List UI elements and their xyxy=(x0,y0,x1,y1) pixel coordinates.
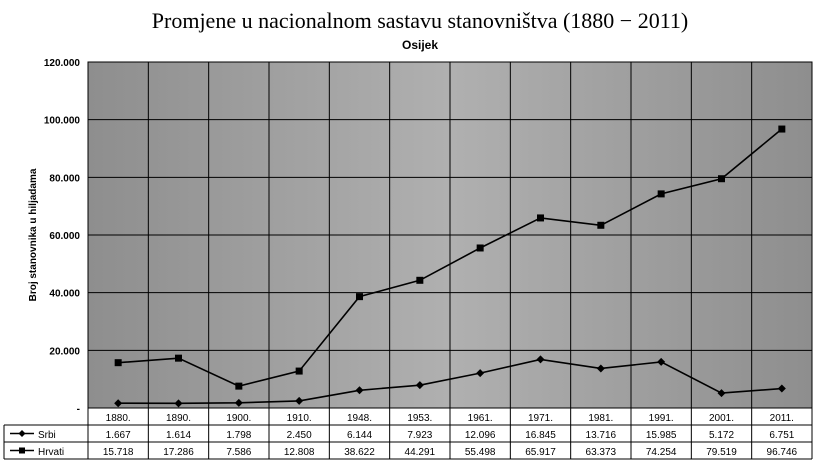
data-label: 15.718 xyxy=(103,447,134,458)
x-tick-label: 2001. xyxy=(709,413,734,424)
data-point xyxy=(778,125,786,133)
data-point xyxy=(295,367,303,375)
data-point xyxy=(536,355,545,364)
data-point xyxy=(718,175,725,183)
data-label: 13.716 xyxy=(586,430,617,441)
x-tick-label: 1961. xyxy=(468,413,493,424)
data-label: 7.923 xyxy=(407,430,432,441)
y-tick-label: 40.000 xyxy=(49,289,80,300)
series xyxy=(114,125,786,408)
data-point xyxy=(235,382,243,390)
grid xyxy=(88,62,812,408)
data-label: 1.798 xyxy=(226,430,251,441)
y-axis-label: Broj stanovnika u hiljadama xyxy=(28,168,39,301)
legend-label-srbi: Srbi xyxy=(38,430,56,441)
data-label: 7.586 xyxy=(226,447,251,458)
x-tick-label: 1910. xyxy=(287,413,312,424)
data-point xyxy=(476,369,485,378)
data-label: 74.254 xyxy=(646,447,677,458)
data-point xyxy=(657,357,666,366)
data-label: 96.746 xyxy=(767,447,798,458)
data-label: 79.519 xyxy=(706,447,737,458)
x-tick-label: 1890. xyxy=(166,413,191,424)
x-tick-label: 1880. xyxy=(106,413,131,424)
data-table: 1880. 1890. 1900. 1910. 1948. 1953. 1961. 1971.… xyxy=(3,407,813,460)
y-tick-label: 80.000 xyxy=(49,173,80,184)
data-point xyxy=(717,389,726,398)
x-tick-label: 1991. xyxy=(649,413,674,424)
x-tick-label: 1953. xyxy=(407,413,432,424)
data-label: 12.808 xyxy=(284,447,315,458)
x-tick-label: 1900. xyxy=(226,413,251,424)
chart-title: Promjene u nacionalnom sastavu stanovniš… xyxy=(152,8,688,33)
data-label: 38.622 xyxy=(344,447,375,458)
data-point xyxy=(114,399,123,408)
data-point xyxy=(777,384,786,393)
data-point xyxy=(114,359,122,367)
y-tick-label: 20.000 xyxy=(49,346,80,357)
legend-marker xyxy=(18,430,26,437)
data-label: 1.614 xyxy=(166,430,191,441)
data-point xyxy=(476,244,484,252)
data-label: 5.172 xyxy=(709,430,734,441)
data-label: 15.985 xyxy=(646,430,677,441)
legend-label-hrvati: Hrvati xyxy=(38,447,64,458)
data-label: 2.450 xyxy=(287,430,312,441)
x-tick-label: 1981. xyxy=(588,413,613,424)
data-point xyxy=(174,399,183,408)
data-label: 6.144 xyxy=(347,430,372,441)
data-label: 17.286 xyxy=(163,447,194,458)
data-label: 1.667 xyxy=(106,430,131,441)
data-label: 44.291 xyxy=(405,447,436,458)
data-label: 63.373 xyxy=(586,447,617,458)
data-point xyxy=(415,381,424,390)
y-tick-label: 60.000 xyxy=(49,231,80,242)
data-label: 12.096 xyxy=(465,430,496,441)
data-point xyxy=(416,276,424,284)
data-label: 16.845 xyxy=(525,430,556,441)
series-line-hrvati xyxy=(118,128,783,387)
data-point xyxy=(175,354,182,362)
data-point xyxy=(295,396,304,405)
y-ticks: - 20.000 40.000 60.000 80.000 100.000 120.000 xyxy=(44,58,81,415)
data-point xyxy=(234,398,243,407)
legend-marker xyxy=(19,447,25,454)
data-point xyxy=(355,386,364,395)
data-point xyxy=(657,190,665,198)
y-tick-label: 120.000 xyxy=(44,58,81,69)
data-label: 55.498 xyxy=(465,447,496,458)
data-point xyxy=(597,221,605,229)
series-line-srbi xyxy=(118,358,782,405)
data-point xyxy=(356,293,363,301)
data-point xyxy=(596,364,605,373)
chart-subtitle: Osijek xyxy=(402,38,438,52)
y-tick-label: 100.000 xyxy=(44,116,81,127)
x-tick-label: 1971. xyxy=(528,413,553,424)
data-label: 65.917 xyxy=(525,447,556,458)
data-point xyxy=(537,214,544,222)
y-tick-label: - xyxy=(77,404,80,415)
x-tick-label: 2011. xyxy=(770,413,794,424)
x-tick-label: 1948. xyxy=(347,413,372,424)
data-label: 6.751 xyxy=(769,430,794,441)
